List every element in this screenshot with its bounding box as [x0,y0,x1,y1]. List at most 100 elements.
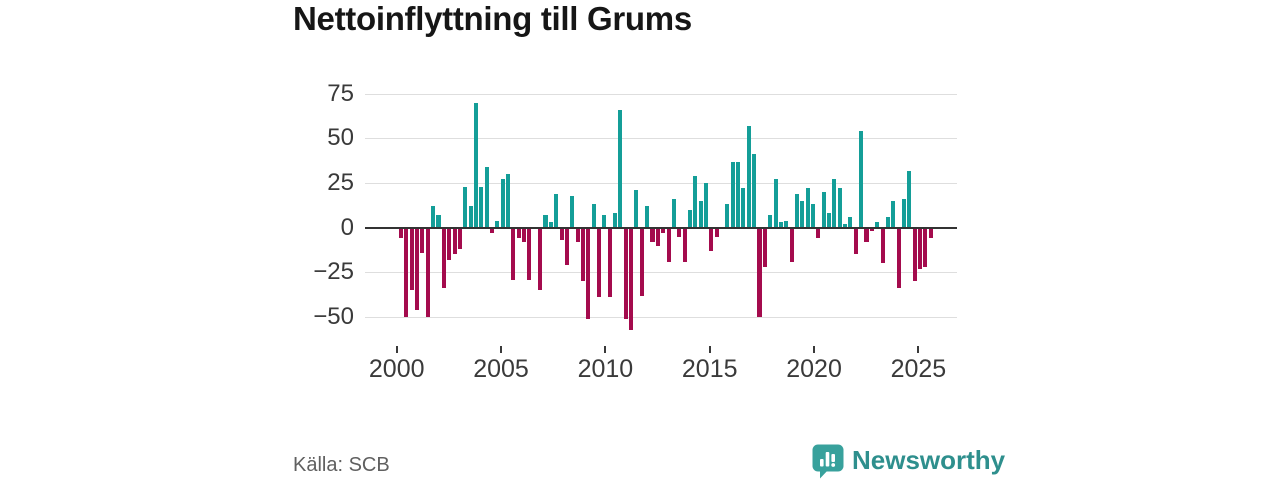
bar [827,213,832,228]
bar [425,227,430,318]
bar [559,227,564,241]
bar [473,102,478,228]
x-axis-tick [500,346,503,353]
bar [859,131,864,228]
bar [527,227,532,280]
bar [736,161,741,228]
bar [463,186,468,228]
bar [441,227,446,289]
bar [928,227,933,239]
bar [907,170,912,228]
y-axis-tick-label: 0 [340,213,354,241]
bar [479,186,484,228]
x-axis-tick [813,346,816,353]
x-axis-tick-label: 2000 [368,355,425,383]
bar [923,227,928,267]
bar [506,174,511,228]
bar [912,227,917,282]
bar [789,227,794,262]
zero-axis-line [365,226,957,229]
bar [564,227,569,266]
newsworthy-logo: Newsworthy [812,444,1005,479]
bar [816,227,821,239]
bar [500,179,505,228]
bar [768,215,773,228]
bar [896,227,901,289]
bar [468,206,473,228]
bar [677,227,682,237]
bar [843,224,848,228]
bar [784,220,789,228]
bar [554,193,559,228]
bar [821,191,826,228]
bar [645,206,650,228]
bar [431,206,436,228]
gridline [365,138,957,140]
x-axis-tick-label: 2020 [786,355,842,383]
chart-title: Nettoinflyttning till Grums [293,0,692,37]
bar [778,222,783,228]
bar [570,195,575,228]
bar [666,227,671,262]
bar [752,154,757,228]
newsworthy-wordmark: Newsworthy [852,445,1006,475]
bar [639,227,644,296]
bar [869,227,874,232]
y-axis-tick-label: −25 [313,258,354,286]
bar [810,204,816,228]
bar [880,227,885,264]
bar [725,204,730,228]
bar [800,200,805,228]
bar [682,227,687,262]
newsworthy-speech-bubble-bar-chart-icon [812,444,844,479]
bar [495,220,500,228]
source-label: Källa: SCB [293,454,390,476]
x-axis-tick-label: 2005 [473,355,529,383]
bar [511,227,516,280]
bar [741,188,746,228]
bar [548,222,553,228]
gridline [365,272,957,274]
bar [837,188,842,228]
bar [575,227,580,242]
bar [623,227,628,319]
bar [516,227,521,239]
bar [436,215,441,228]
bar [586,227,591,319]
bar [762,227,767,267]
bar [655,227,660,246]
bar [875,222,880,228]
bar [447,227,452,260]
x-axis-tick [395,346,398,353]
bar [864,227,869,242]
y-axis-tick-label: 50 [327,124,354,152]
y-axis-tick-label: 75 [327,79,354,107]
bar [698,200,703,228]
bar [773,179,778,228]
bar [602,215,607,228]
bar [543,215,548,228]
bar [885,216,890,228]
bar [634,190,639,228]
x-axis-tick-label: 2025 [890,355,947,383]
bar [687,209,692,228]
bar [757,227,762,318]
bar [730,161,735,228]
bar [484,166,489,228]
x-axis-tick-label: 2010 [577,355,634,383]
bar [522,227,527,242]
bar [452,227,457,255]
bar [415,227,420,310]
bar [693,175,698,228]
bar [404,227,409,318]
bar [805,188,810,228]
bar [409,227,414,291]
bar [746,125,751,228]
bar [848,216,853,228]
bar [714,227,719,237]
x-axis-tick-label: 2015 [681,355,738,383]
bar [853,227,858,255]
bar [671,199,676,228]
bar [580,227,585,282]
